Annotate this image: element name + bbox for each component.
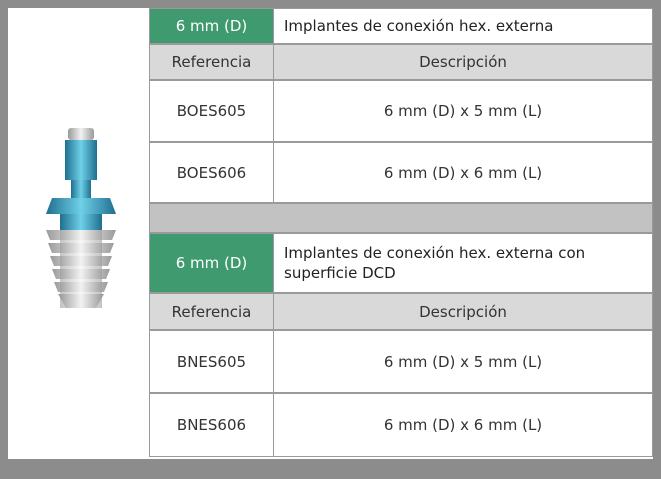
description-cell: 6 mm (D) x 6 mm (L): [273, 393, 653, 457]
reference-cell: BNES605: [149, 330, 274, 393]
description-cell: 6 mm (D) x 5 mm (L): [273, 80, 653, 142]
size-cell: 6 mm (D): [149, 233, 274, 293]
column-header: Referencia: [149, 44, 274, 80]
column-header: Descripción: [273, 44, 653, 80]
column-header: Referencia: [149, 293, 274, 330]
separator: [149, 203, 653, 233]
description-cell: 6 mm (D) x 5 mm (L): [273, 330, 653, 393]
implant-image: [46, 128, 116, 308]
column-header: Descripción: [273, 293, 653, 330]
reference-cell: BNES606: [149, 393, 274, 457]
size-cell: 6 mm (D): [149, 8, 274, 44]
description-cell: 6 mm (D) x 6 mm (L): [273, 142, 653, 203]
title-cell: Implantes de conexión hex. externa: [273, 8, 653, 44]
reference-cell: BOES605: [149, 80, 274, 142]
title-cell: Implantes de conexión hex. externa con s…: [273, 233, 653, 293]
reference-cell: BOES606: [149, 142, 274, 203]
